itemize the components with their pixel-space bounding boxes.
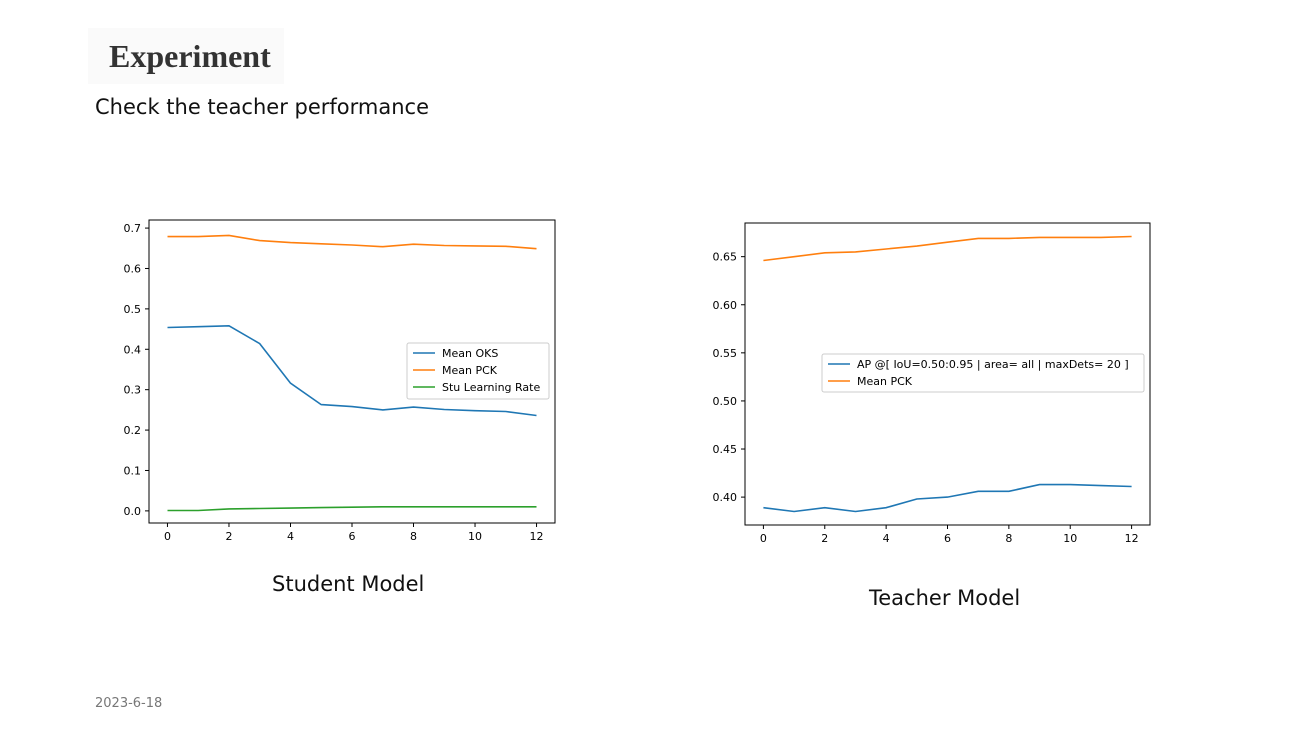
x-tick-label: 0 — [760, 532, 767, 545]
x-tick-label: 12 — [1125, 532, 1139, 545]
legend-label: Mean PCK — [857, 375, 913, 388]
x-tick-label: 4 — [287, 530, 294, 543]
x-tick-label: 2 — [821, 532, 828, 545]
legend-label: Mean PCK — [442, 364, 498, 377]
x-tick-label: 0 — [164, 530, 171, 543]
y-tick-label: 0.5 — [124, 303, 142, 316]
legend-label: Stu Learning Rate — [442, 381, 540, 394]
series-line-mean-pck — [763, 235, 1132, 262]
x-tick-label: 12 — [530, 530, 544, 543]
x-tick-label: 8 — [410, 530, 417, 543]
legend-box — [406, 342, 550, 400]
slide-subtitle: Check the teacher performance — [95, 95, 430, 119]
slide-date: 2023-6-18 — [95, 696, 163, 711]
teacher-model-caption: Teacher Model — [869, 586, 1021, 610]
series-line-mean-oks — [167, 324, 537, 417]
y-tick-label: 0.7 — [124, 222, 142, 235]
y-tick-label: 0.2 — [124, 424, 142, 437]
x-tick-label: 10 — [1063, 532, 1077, 545]
y-tick-label: 0.3 — [124, 384, 142, 397]
student-model-caption: Student Model — [272, 572, 425, 596]
x-tick-label: 4 — [883, 532, 890, 545]
series-line-ap-iou-0-50-0-95-area-all-maxdets-20 — [763, 483, 1132, 513]
y-tick-label: 0.55 — [713, 347, 738, 360]
chart-legend: AP @[ IoU=0.50:0.95 | area= all | maxDet… — [821, 353, 1145, 393]
y-tick-label: 0.50 — [713, 395, 738, 408]
legend-label: Mean OKS — [442, 347, 498, 360]
y-tick-label: 0.40 — [713, 491, 738, 504]
legend-label: AP @[ IoU=0.50:0.95 | area= all | maxDet… — [857, 358, 1129, 371]
y-tick-label: 0.4 — [124, 343, 142, 356]
chart-legend: Mean OKS Mean PCK Stu Learning Rate — [406, 342, 550, 400]
x-tick-label: 8 — [1005, 532, 1012, 545]
legend-box — [821, 353, 1145, 393]
y-tick-label: 0.65 — [713, 251, 738, 264]
y-tick-label: 0.45 — [713, 443, 738, 456]
y-tick-label: 0.1 — [124, 464, 142, 477]
x-tick-label: 6 — [944, 532, 951, 545]
teacher-model-chart: 0 2 4 6 8 10 12 0.40 0.45 0.50 0.55 0.60 0.65 AP @[ I… — [713, 222, 1151, 545]
slide-title: Experiment — [88, 28, 284, 84]
x-tick-label: 10 — [468, 530, 482, 543]
x-tick-label: 2 — [225, 530, 232, 543]
y-tick-label: 0.6 — [124, 262, 142, 275]
x-tick-label: 6 — [349, 530, 356, 543]
y-tick-label: 0.60 — [713, 299, 738, 312]
student-model-chart: 0 2 4 6 8 10 12 0.0 0.1 0.2 0.3 0.4 0.5 0.6 0.7 Mean OK… — [124, 219, 556, 543]
series-line-stu-learning-rate — [167, 505, 537, 512]
y-tick-label: 0.0 — [124, 505, 142, 518]
series-line-mean-pck — [167, 234, 537, 250]
